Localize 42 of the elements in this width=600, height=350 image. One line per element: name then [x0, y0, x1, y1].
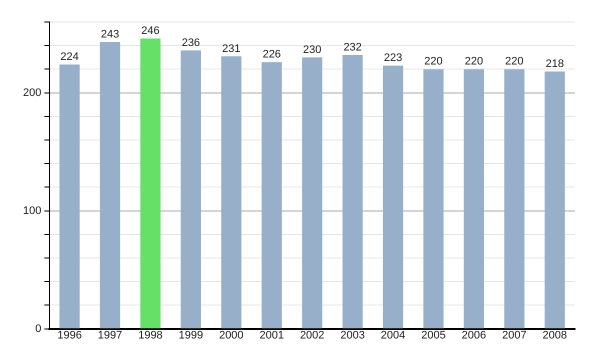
x-tick-label: 2004 [380, 329, 406, 342]
bar [504, 69, 524, 328]
bar [464, 69, 484, 328]
data-label: 220 [424, 56, 443, 68]
x-tick-label: 2002 [300, 329, 324, 342]
data-label: 243 [100, 28, 120, 41]
data-label: 220 [464, 56, 484, 68]
x-tick-label: 2000 [219, 329, 244, 342]
x-tick-label: 2005 [421, 329, 446, 342]
bar [544, 72, 565, 328]
y-tick-label: 0 [35, 322, 42, 335]
data-label: 231 [222, 42, 240, 55]
x-tick-label: 1996 [57, 329, 82, 342]
data-label: 232 [343, 42, 362, 54]
x-tick-label: 2003 [340, 329, 365, 342]
bar [382, 66, 404, 328]
data-label: 226 [262, 48, 281, 61]
y-tick-label: 200 [22, 86, 42, 99]
x-tick-label: 1998 [138, 329, 163, 342]
data-label: 223 [384, 52, 402, 64]
bar [59, 64, 80, 328]
y-tick-label: 100 [22, 204, 42, 217]
x-tick-label: 1997 [98, 329, 122, 342]
x-tick-label: 2007 [502, 329, 527, 342]
bar [100, 42, 120, 328]
data-label: 220 [505, 56, 524, 68]
x-tick-label: 2008 [542, 329, 568, 342]
bar [423, 69, 444, 328]
bar [140, 38, 161, 328]
data-label: 246 [141, 25, 160, 38]
bar [342, 55, 363, 328]
x-tick-label: 2006 [462, 329, 486, 342]
data-label: 224 [60, 51, 79, 64]
x-tick-label: 1999 [178, 329, 204, 342]
bar [180, 50, 201, 328]
bar [262, 62, 282, 328]
data-label: 218 [546, 58, 564, 70]
bar [221, 56, 242, 328]
bar [302, 57, 322, 328]
data-label: 230 [302, 44, 322, 56]
x-tick-label: 2001 [260, 329, 284, 342]
data-label: 236 [182, 36, 200, 49]
